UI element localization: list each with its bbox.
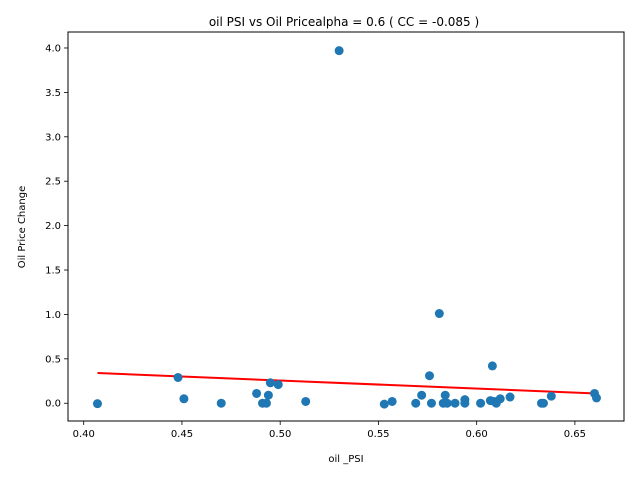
scatter-point <box>440 390 450 400</box>
x-tick-label: 0.55 <box>367 429 389 440</box>
scatter-point <box>173 372 183 382</box>
scatter-point <box>591 393 601 403</box>
plot-area <box>92 46 601 409</box>
plot-frame <box>67 31 625 422</box>
scatter-point <box>216 398 226 408</box>
scatter-point <box>424 371 434 381</box>
scatter-point <box>450 398 460 408</box>
scatter-point <box>263 390 273 400</box>
scatter-point <box>265 378 275 388</box>
y-tick-label: 4.0 <box>45 43 61 54</box>
scatter-point <box>334 46 344 56</box>
scatter-point <box>261 398 271 408</box>
scatter-point <box>92 399 102 409</box>
x-axis-label: oil _PSI <box>328 454 363 465</box>
scatter-point <box>460 395 470 405</box>
x-tick-label: 0.60 <box>466 429 488 440</box>
y-tick-label: 1.0 <box>45 310 61 321</box>
y-tick-label: 2.0 <box>45 221 61 232</box>
y-tick-label: 1.5 <box>45 266 61 277</box>
x-tick-label: 0.50 <box>269 429 291 440</box>
scatter-point <box>179 394 189 404</box>
scatter-point <box>411 398 421 408</box>
scatter-point <box>387 396 397 406</box>
y-axis: 0.0 0.5 1.0 1.5 2.0 2.5 3.0 3.5 4.0 <box>45 43 68 410</box>
scatter-point <box>476 398 486 408</box>
y-tick-label: 3.0 <box>45 132 61 143</box>
y-tick-label: 0.0 <box>45 399 61 410</box>
scatter-point <box>546 391 556 401</box>
x-tick-label: 0.40 <box>73 429 95 440</box>
x-axis: 0.40 0.45 0.50 0.55 0.60 0.65 <box>73 421 586 440</box>
scatter-point <box>426 398 436 408</box>
y-tick-label: 2.5 <box>45 177 61 188</box>
y-axis-label: Oil Price Change <box>17 186 28 268</box>
scatter-point <box>434 309 444 319</box>
scatter-point <box>495 394 505 404</box>
scatter-point <box>417 390 427 400</box>
y-tick-label: 0.5 <box>45 354 61 365</box>
scatter-point <box>301 396 311 406</box>
scatter-point <box>487 361 497 371</box>
scatter-point <box>538 398 548 408</box>
x-tick-label: 0.65 <box>564 429 586 440</box>
x-tick-label: 0.45 <box>171 429 193 440</box>
chart-title: oil PSI vs Oil Pricealpha = 0.6 ( CC = -… <box>209 15 479 29</box>
scatter-point <box>505 392 515 402</box>
scatter-point <box>273 380 283 390</box>
scatter-point <box>252 388 262 398</box>
scatter-point <box>379 399 389 409</box>
y-tick-label: 3.5 <box>45 88 61 99</box>
scatter-point <box>442 398 452 408</box>
